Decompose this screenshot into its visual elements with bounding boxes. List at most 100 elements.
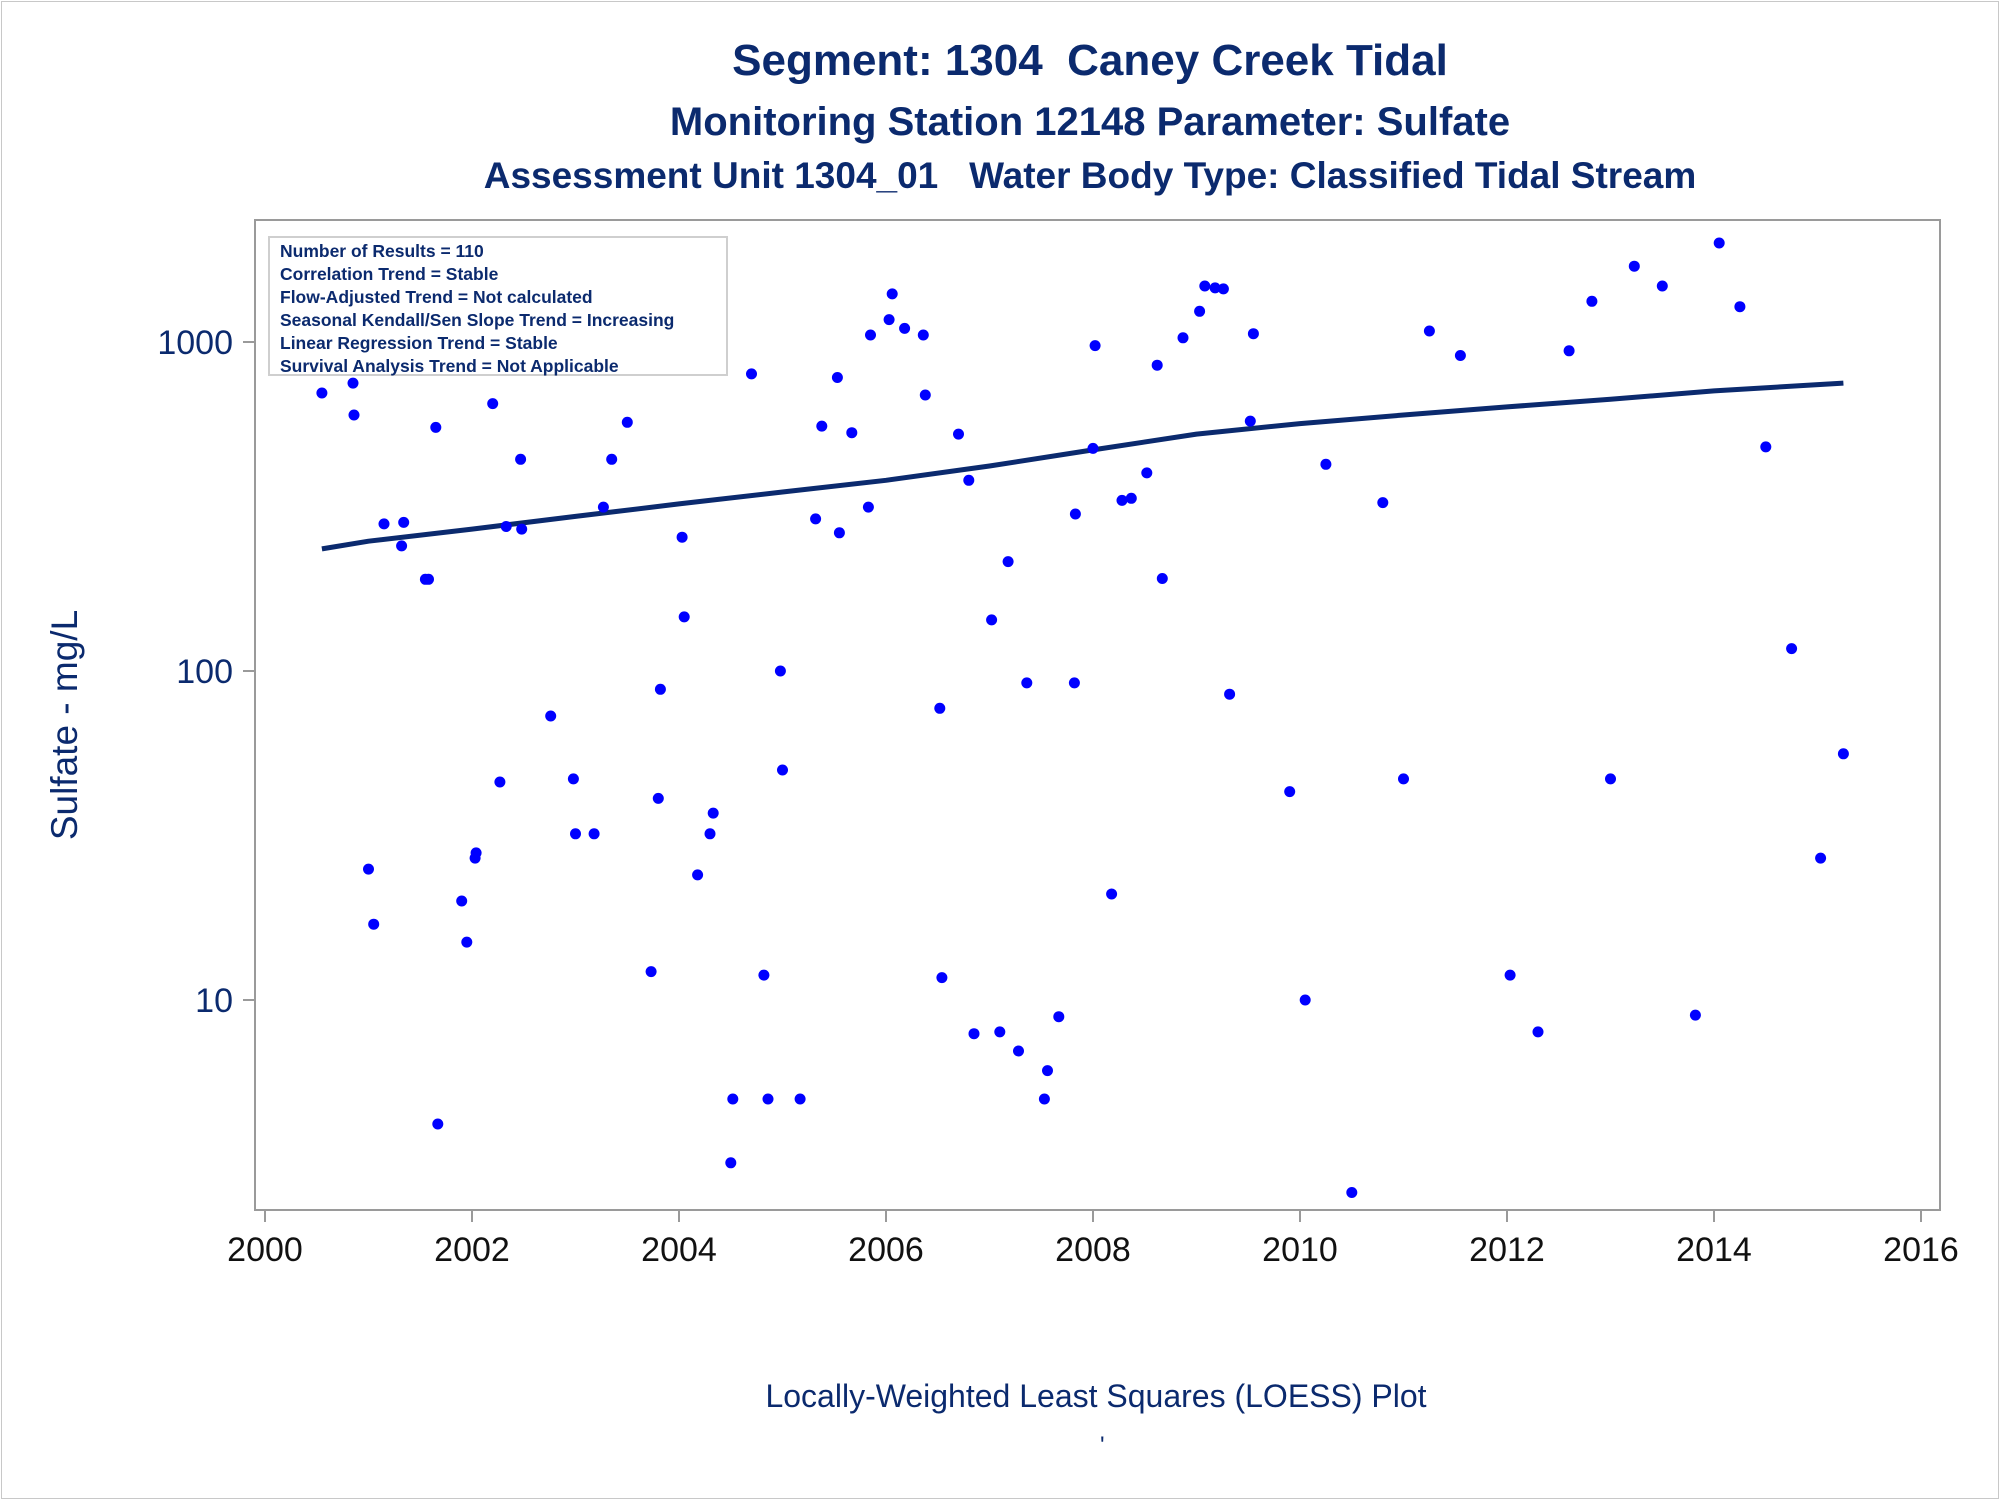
data-point <box>1002 556 1014 568</box>
data-point <box>654 683 666 695</box>
data-point <box>1656 280 1668 292</box>
data-point <box>606 453 618 465</box>
data-point <box>704 828 716 840</box>
data-point <box>936 972 948 984</box>
data-point <box>1586 295 1598 307</box>
x-tick-label: 2012 <box>1469 1231 1545 1269</box>
stats-box: Number of Results = 110 Correlation Tren… <box>268 236 728 376</box>
chart-title: Segment: 1304 Caney Creek Tidal <box>732 36 1448 85</box>
data-point <box>934 702 946 714</box>
data-point <box>707 807 719 819</box>
data-point <box>423 573 434 585</box>
data-point <box>1013 1045 1024 1057</box>
x-tick-label: 2010 <box>1262 1231 1338 1269</box>
data-point <box>1068 677 1080 689</box>
data-point <box>1605 773 1616 785</box>
data-point <box>968 1028 980 1040</box>
data-point <box>378 518 390 530</box>
data-point <box>1194 305 1206 317</box>
data-point <box>727 1093 739 1105</box>
data-point <box>398 516 410 528</box>
data-point <box>919 389 931 401</box>
data-point <box>953 428 964 440</box>
stats-line: Flow-Adjusted Trend = Not calculated <box>280 287 593 307</box>
data-point <box>862 501 874 513</box>
data-point <box>1284 786 1296 798</box>
data-point <box>1398 773 1409 785</box>
data-point <box>1141 467 1153 479</box>
data-point <box>1837 748 1849 760</box>
footnote: Locally-Weighted Least Squares (LOESS) P… <box>765 1378 1427 1414</box>
stats-line: Survival Analysis Trend = Not Applicable <box>280 356 619 376</box>
data-point <box>963 474 975 486</box>
x-tick-label: 2002 <box>434 1231 510 1269</box>
data-point <box>1815 852 1827 864</box>
y-tick-label: 1000 <box>157 324 233 362</box>
data-point <box>515 453 527 465</box>
data-point <box>883 314 895 326</box>
data-point <box>645 966 657 978</box>
footnote-mark: ' <box>1100 1432 1105 1459</box>
data-point <box>1151 359 1163 371</box>
data-point <box>1346 1187 1358 1198</box>
data-point <box>810 513 822 525</box>
data-point <box>794 1093 806 1105</box>
data-point <box>725 1157 737 1169</box>
data-point <box>432 1118 444 1130</box>
data-point <box>994 1026 1006 1038</box>
data-point <box>1042 1065 1053 1077</box>
x-tick-label: 2000 <box>227 1231 303 1269</box>
data-point <box>1053 1011 1065 1023</box>
data-point <box>588 828 600 840</box>
data-point <box>1423 325 1435 337</box>
data-point <box>676 531 688 543</box>
data-point <box>833 527 845 539</box>
data-point <box>347 377 359 389</box>
y-tick-label: 100 <box>176 653 233 691</box>
stats-line: Linear Regression Trend = Stable <box>280 333 558 353</box>
data-point <box>1209 282 1221 294</box>
data-point <box>774 665 786 677</box>
data-point <box>1563 345 1575 357</box>
data-point <box>1156 573 1168 584</box>
data-point <box>1247 328 1259 340</box>
data-point <box>1069 508 1081 520</box>
stats-line: Correlation Trend = Stable <box>280 264 499 284</box>
data-point <box>846 427 858 439</box>
data-point <box>652 792 664 804</box>
data-point <box>865 329 876 341</box>
x-tick-label: 2014 <box>1676 1231 1752 1269</box>
y-tick-label: 10 <box>195 982 233 1020</box>
data-point <box>621 416 633 428</box>
data-point <box>1217 283 1229 295</box>
data-point <box>886 288 898 300</box>
data-point <box>986 614 998 626</box>
data-point <box>570 828 581 840</box>
data-point <box>1224 688 1236 700</box>
data-point <box>1089 340 1101 352</box>
data-point <box>1532 1026 1544 1038</box>
data-point <box>1177 332 1189 344</box>
data-point <box>746 368 757 380</box>
data-point <box>368 918 380 930</box>
data-point <box>1299 994 1311 1006</box>
data-point <box>1734 301 1746 313</box>
chart-subtitle-2: Assessment Unit 1304_01 Water Body Type:… <box>483 155 1697 196</box>
data-point <box>1125 492 1137 504</box>
data-point <box>816 420 828 432</box>
y-axis-title: Sulfate - mg/L <box>44 609 85 841</box>
data-point <box>487 398 499 410</box>
plot-area <box>254 219 1941 1211</box>
data-point <box>1320 458 1332 470</box>
data-point <box>1504 969 1516 981</box>
x-tick-label: 2008 <box>1055 1231 1131 1269</box>
data-point <box>1021 677 1033 689</box>
data-point <box>567 773 579 785</box>
x-tick-label: 2016 <box>1883 1231 1959 1269</box>
data-point <box>456 895 468 907</box>
data-point <box>762 1093 774 1105</box>
data-point <box>1106 888 1118 900</box>
data-point <box>1087 442 1099 454</box>
data-point <box>1760 441 1772 453</box>
